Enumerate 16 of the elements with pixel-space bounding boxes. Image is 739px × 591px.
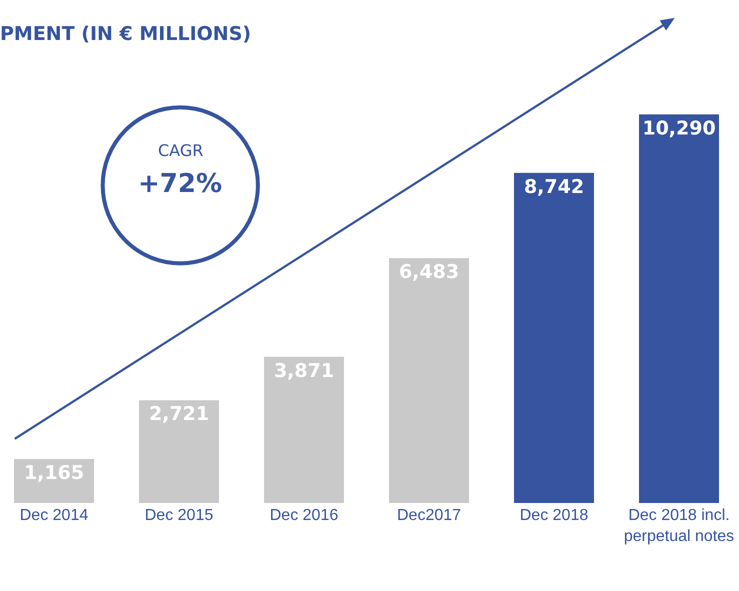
chart-title: PMENT (IN € MILLIONS): [0, 22, 252, 45]
bar: [139, 400, 219, 503]
x-tick-label: Dec 2016: [270, 507, 338, 524]
x-tick-label: Dec 2014: [20, 507, 88, 524]
annotation: +72%: [138, 169, 222, 199]
x-tick-label: Dec 2018: [520, 507, 588, 524]
annotation: CAGR: [158, 141, 204, 160]
bar: [389, 258, 469, 503]
bar: [639, 114, 719, 503]
bar: [514, 172, 594, 503]
x-tick-label: Dec 2015: [144, 507, 214, 524]
x-tick-label: Dec2017: [396, 507, 462, 524]
x-tick-label: Dec 2018 incl. perpetual notes: [624, 507, 734, 545]
data-label: 10,290: [642, 117, 716, 140]
bar: [264, 356, 344, 503]
data-label: 8,742: [524, 176, 584, 198]
